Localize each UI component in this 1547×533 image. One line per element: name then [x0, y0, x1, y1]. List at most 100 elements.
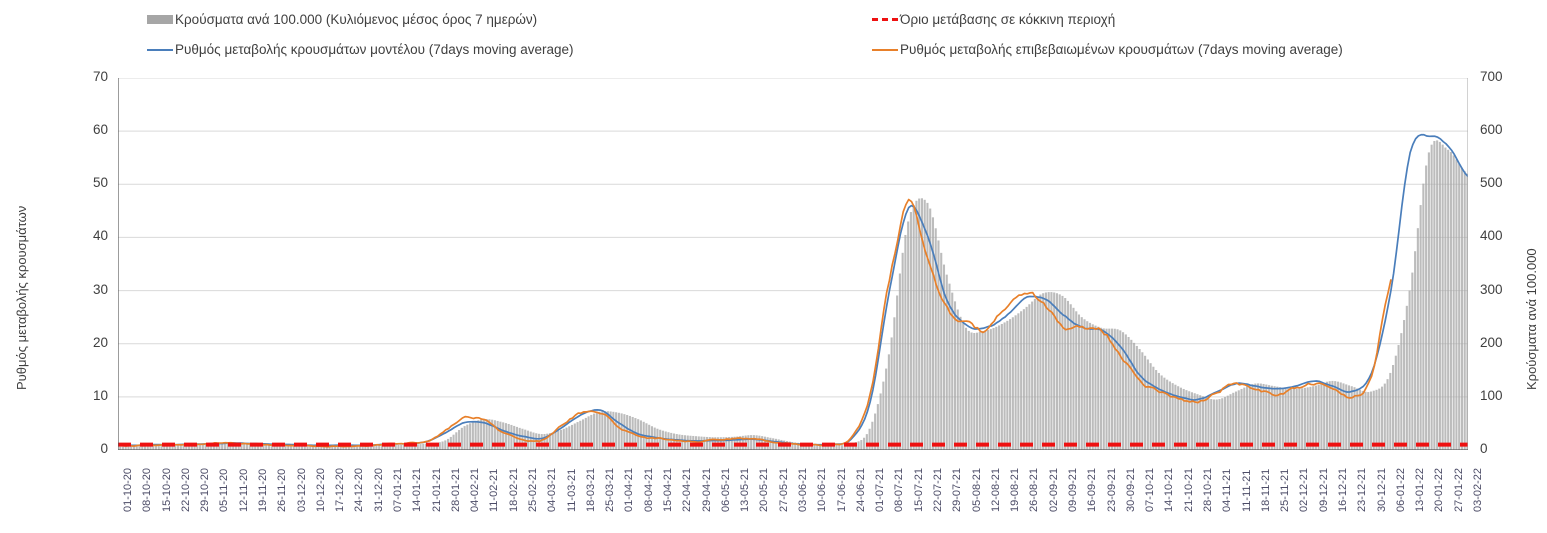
y-axis-left-tick-label: 60 [92, 122, 108, 138]
x-axis-tick-label: 08-07-21 [893, 467, 906, 512]
x-axis-tick-label: 25-11-21 [1279, 468, 1292, 512]
x-axis-tick-label: 25-02-21 [527, 467, 539, 512]
x-axis-tick-label: 16-12-21 [1337, 467, 1349, 512]
y-axis-right-tick-label: 300 [1480, 281, 1503, 297]
x-axis-tick-label: 15-10-20 [160, 467, 173, 512]
x-axis-tick-label: 27-05-21 [777, 467, 790, 512]
x-axis-tick-label: 15-04-21 [662, 467, 674, 512]
x-axis-tick-label: 30-09-21 [1124, 467, 1137, 512]
legend-label-confirmed-rate: Ρυθμός μεταβολής επιβεβαιωμένων κρουσμάτ… [900, 42, 1343, 57]
x-axis-tick-label: 01-07-21 [874, 467, 887, 512]
x-axis-tick-label: 05-11-20 [218, 468, 231, 512]
legend-label-threshold: Όριο μετάβασης σε κόκκινη περιοχή [900, 12, 1116, 27]
x-axis-tick-label: 01-10-20 [122, 467, 134, 512]
x-axis-tick-label: 16-09-21 [1086, 467, 1099, 512]
x-axis-tick-label: 17-06-21 [835, 467, 848, 512]
x-axis-tick-label: 07-01-21 [392, 467, 404, 512]
y-axis-left-tick-label: 70 [92, 69, 108, 84]
x-axis-tick-label: 26-08-21 [1028, 467, 1041, 512]
x-axis-tick-label: 09-09-21 [1067, 467, 1079, 512]
bar-swatch-icon [147, 15, 173, 25]
x-axis-tick-label: 18-11-21 [1259, 468, 1272, 512]
x-axis-tick-label: 20-05-21 [758, 467, 771, 512]
x-axis-tick-label: 30-12-21 [1375, 467, 1388, 512]
x-axis-tick-label: 17-12-20 [334, 467, 347, 512]
x-axis-tick-label: 29-10-20 [199, 467, 212, 512]
x-axis-tick-label: 08-10-20 [141, 467, 154, 512]
x-axis-tick-label: 19-11-20 [257, 468, 269, 512]
y-axis-right-tick-label: 100 [1480, 387, 1503, 403]
y-axis-right-tick-label: 400 [1480, 228, 1503, 244]
y-axis-left-tick-label: 40 [92, 228, 108, 244]
x-axis-tick-label: 23-09-21 [1105, 467, 1118, 512]
x-axis-tick-label: 29-04-21 [700, 467, 713, 512]
x-axis-tick-label: 11-02-21 [488, 468, 501, 512]
confirmed-rate-line [118, 198, 1392, 448]
x-axis-tick-label: 06-01-22 [1394, 467, 1407, 512]
x-axis-tick-label: 26-11-20 [276, 468, 289, 512]
gridlines [118, 78, 1468, 450]
x-axis-tick-label: 20-01-22 [1433, 467, 1446, 512]
case-bars [118, 140, 1468, 450]
x-axis-tick-label: 18-02-21 [507, 467, 520, 512]
x-axis-tick-label: 03-02-22 [1472, 467, 1484, 512]
x-axis-tick-label: 31-12-20 [372, 467, 385, 512]
x-axis-tick-label: 14-01-21 [411, 467, 424, 512]
x-axis-tick-label: 10-12-20 [314, 467, 327, 512]
x-axis-tick-label: 22-04-21 [681, 467, 694, 512]
y-axis-left-title: Ρυθμός μεταβολής κρουσμάτων [14, 205, 29, 390]
x-axis-tick-label: 25-03-21 [604, 467, 617, 512]
line-swatch-icon [147, 48, 173, 51]
x-axis-tick-label: 04-03-21 [546, 467, 559, 512]
legend-item-model-rate[interactable]: Ρυθμός μεταβολής κρουσμάτων μοντέλου (7d… [147, 43, 574, 57]
x-axis-tick-label: 11-11-21 [1240, 469, 1253, 512]
legend-label-cases: Κρούσματα ανά 100.000 (Κυλιόμενος μέσος … [175, 12, 538, 27]
x-axis-tick-label: 15-07-21 [912, 467, 925, 512]
x-axis-tick-label: 27-01-22 [1452, 467, 1465, 512]
y-axis-right-title: Κρούσματα ανά 100.000 [1524, 248, 1539, 390]
x-axis-tick-label: 14-10-21 [1163, 467, 1176, 512]
x-axis-tick-label: 11-03-21 [565, 468, 578, 512]
dashed-line-swatch-icon [872, 18, 898, 22]
x-axis-tick-label: 08-04-21 [642, 467, 655, 512]
x-axis-tick-label: 24-06-21 [854, 467, 867, 512]
x-axis-tick-label: 02-09-21 [1047, 467, 1060, 512]
x-axis-tick-label: 21-10-21 [1182, 467, 1195, 512]
y-axis-right-tick-label: 200 [1480, 334, 1503, 350]
x-axis-tick-label: 19-08-21 [1009, 467, 1022, 512]
legend-item-cases[interactable]: Κρούσματα ανά 100.000 (Κυλιόμενος μέσος … [147, 13, 537, 27]
x-axis-tick-label: 06-05-21 [719, 467, 732, 512]
x-axis-tick-label: 09-12-21 [1317, 467, 1330, 512]
x-axis-tick-label: 12-08-21 [989, 467, 1002, 512]
x-axis-tick-label: 23-12-21 [1356, 467, 1369, 512]
x-axis-tick-label: 03-12-20 [295, 467, 308, 512]
x-axis-tick-label: 10-06-21 [816, 467, 829, 512]
legend-item-threshold[interactable]: Όριο μετάβασης σε κόκκινη περιοχή [872, 13, 1115, 27]
x-axis-tick-label: 04-11-21 [1221, 468, 1234, 512]
x-axis-tick-label: 21-01-21 [430, 467, 443, 512]
y-axis-left-tick-label: 30 [92, 281, 108, 297]
x-axis-tick-label: 22-10-20 [179, 467, 192, 512]
y-axis-right-tick-label: 600 [1480, 122, 1503, 138]
legend-item-confirmed-rate[interactable]: Ρυθμός μεταβολής επιβεβαιωμένων κρουσμάτ… [872, 43, 1343, 57]
legend-label-model-rate: Ρυθμός μεταβολής κρουσμάτων μοντέλου (7d… [175, 42, 574, 57]
plot-svg [118, 78, 1468, 450]
x-axis-tick-label: 05-08-21 [970, 467, 983, 512]
x-axis-tick-label: 13-01-22 [1414, 467, 1427, 512]
x-axis-tick-label: 07-10-21 [1144, 467, 1157, 512]
x-axis-tick-label: 04-02-21 [469, 467, 482, 512]
x-axis-tick-label: 01-04-21 [623, 467, 636, 512]
y-axis-left-tick-label: 10 [92, 387, 108, 403]
plot-area [118, 78, 1468, 450]
chart-legend: Κρούσματα ανά 100.000 (Κυλιόμενος μέσος … [0, 0, 1547, 62]
y-axis-right-tick-label: 500 [1480, 175, 1503, 191]
y-axis-left-tick-label: 50 [92, 175, 108, 191]
x-axis-tick-label: 18-03-21 [584, 467, 597, 512]
x-axis-tick-label: 24-12-20 [353, 467, 366, 512]
y-axis-left-tick-label: 20 [92, 334, 108, 350]
x-axis-tick-label: 03-06-21 [797, 467, 809, 512]
y-axis-left-tick-label: 0 [100, 441, 108, 456]
x-axis-tick-label: 02-12-21 [1298, 467, 1311, 512]
y-axis-right-tick-label: 700 [1480, 69, 1503, 84]
